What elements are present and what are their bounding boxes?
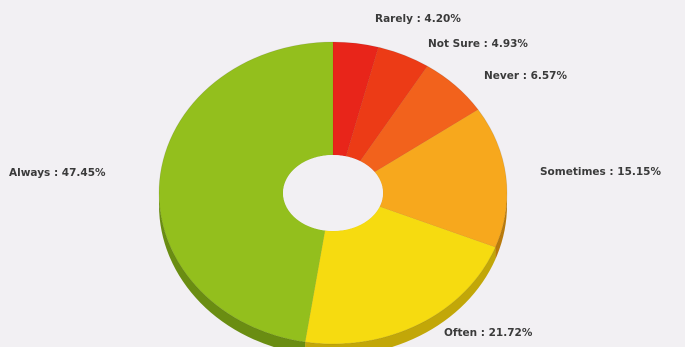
donut-outline xyxy=(158,41,508,345)
slice-label-not-sure: Not Sure : 4.93% xyxy=(428,38,528,50)
slice-label-always: Always : 47.45% xyxy=(9,167,106,179)
donut-slices xyxy=(158,41,508,345)
donut-side-walls xyxy=(159,193,507,347)
donut-side-always xyxy=(159,193,306,347)
slice-label-never: Never : 6.57% xyxy=(484,70,567,82)
slice-label-often: Often : 21.72% xyxy=(444,327,533,339)
donut-side-sometimes xyxy=(495,193,507,260)
slice-labels: Rarely : 4.20% Not Sure : 4.93% Never : 6.… xyxy=(9,13,661,339)
slice-label-rarely: Rarely : 4.20% xyxy=(375,13,461,25)
donut-hole xyxy=(283,155,383,231)
slice-label-sometimes: Sometimes : 15.15% xyxy=(540,166,661,178)
